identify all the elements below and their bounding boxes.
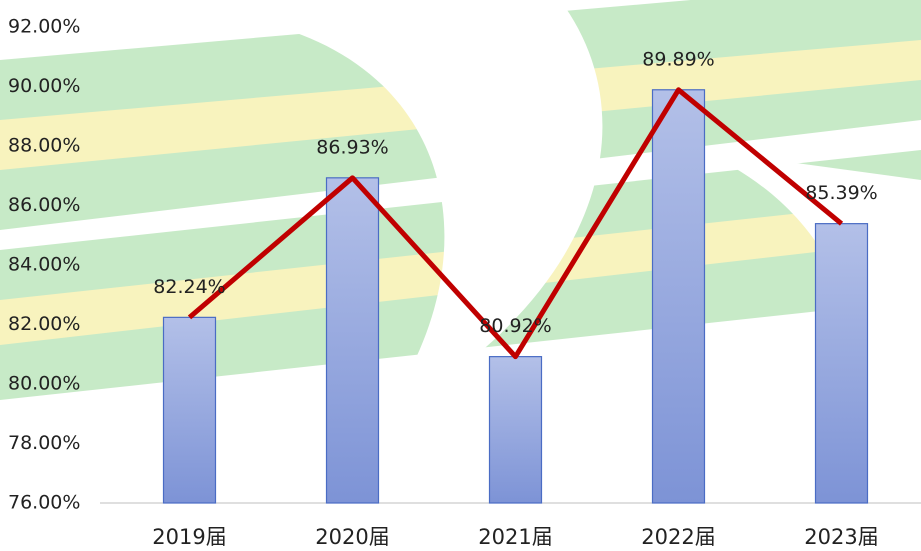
bar [162,316,217,504]
y-tick-label: 88.00% [8,135,80,157]
y-tick-label: 82.00% [8,313,80,335]
data-label: 85.39% [805,182,877,204]
bar [325,177,380,504]
y-tick-label: 84.00% [8,254,80,276]
bar [651,89,706,504]
data-label: 86.93% [316,136,388,158]
x-tick-label: 2022届 [641,525,715,549]
data-label: 82.24% [153,276,225,298]
bar [814,223,869,504]
x-tick-label: 2020届 [315,525,389,549]
y-tick-label: 90.00% [8,75,80,97]
y-tick-label: 92.00% [8,16,80,38]
data-label: 89.89% [642,48,714,70]
bar [488,356,543,504]
x-tick-label: 2023届 [804,525,878,549]
y-tick-label: 78.00% [8,432,80,454]
x-tick-label: 2021届 [478,525,552,549]
y-tick-label: 76.00% [8,492,80,514]
line [187,87,844,360]
data-label: 80.92% [479,315,551,337]
y-tick-label: 86.00% [8,194,80,216]
x-tick-label: 2019届 [152,525,226,549]
y-tick-label: 80.00% [8,373,80,395]
